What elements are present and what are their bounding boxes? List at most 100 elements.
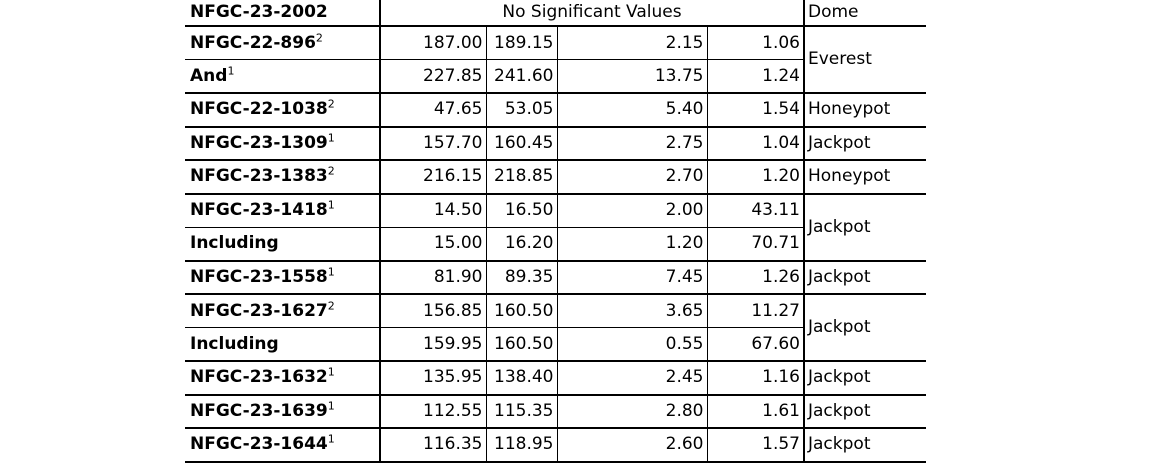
depth-to: 138.40 [486,361,558,396]
table-row: NFGC-23-16391 112.55 115.35 2.80 1.61 Ja… [185,394,926,429]
dome: Jackpot [804,361,926,396]
table-row: NFGC-23-16321 135.95 138.40 2.45 1.16 Ja… [185,361,926,396]
hole-id: NFGC-22-10382 [185,93,381,128]
hole-id: And1 [185,59,381,94]
hole-id: NFGC-23-13091 [185,126,381,161]
depth-to: 160.50 [486,327,558,362]
hole-id-text: NFGC-22-1038 [190,99,328,120]
dome: Jackpot [804,394,926,429]
grade: 1.04 [707,126,805,161]
depth-to: 241.60 [486,59,558,94]
depth-to: 218.85 [486,160,558,195]
dome: Honeypot [804,93,926,128]
footnote-superscript: 2 [315,31,323,44]
depth-from: 156.85 [380,294,487,328]
depth-to: 160.50 [486,294,558,328]
grade: 67.60 [707,327,805,362]
depth-from: 159.95 [380,327,487,362]
interval: 2.00 [557,193,708,228]
hole-id-text: NFGC-23-1418 [190,200,328,221]
footnote-superscript: 1 [327,365,335,379]
interval: 2.60 [557,428,708,463]
depth-to: 160.45 [486,126,558,161]
hole-id: NFGC-23-15581 [185,260,381,295]
table-row: NFGC-23-13091 157.70 160.45 2.75 1.04 Ja… [185,126,926,161]
no-significant-values-cell: No Significant Values [380,0,805,27]
grade: 1.16 [707,361,805,396]
interval: 1.20 [557,227,708,262]
hole-id-text: NFGC-23-1383 [190,166,328,187]
depth-from: 216.15 [380,160,487,195]
grade: 1.20 [707,160,805,195]
table-row: NFGC-23-13832 216.15 218.85 2.70 1.20 Ho… [185,160,926,195]
interval: 2.70 [557,160,708,195]
hole-id-text: And [190,65,228,86]
dome: Jackpot [804,294,926,362]
footnote-superscript: 1 [327,131,335,145]
depth-to: 118.95 [486,428,558,463]
dome: Everest [804,26,926,94]
dome: Jackpot [804,126,926,161]
interval: 7.45 [557,260,708,295]
depth-to: 189.15 [486,26,558,60]
table-row: NFGC-23-2002 No Significant Values Dome [185,0,926,27]
hole-id: Including [185,327,381,362]
drill-results-table: NFGC-23-2002 No Significant Values Dome … [185,0,926,463]
table-row: Including 15.00 16.20 1.20 70.71 [185,227,926,262]
hole-id: NFGC-23-16321 [185,361,381,396]
interval: 5.40 [557,93,708,128]
depth-to: 115.35 [486,394,558,429]
hole-id: NFGC-23-13832 [185,160,381,195]
hole-id: NFGC-23-16441 [185,428,381,463]
grade: 1.61 [707,394,805,429]
footnote-superscript: 2 [327,97,335,111]
interval: 2.15 [557,26,708,60]
depth-to: 53.05 [486,93,558,128]
depth-to: 89.35 [486,260,558,295]
hole-id-text: NFGC-23-1309 [190,132,328,153]
footnote-superscript: 1 [327,399,335,413]
dome-column-header: Dome [804,0,926,27]
table-row: And1 227.85 241.60 13.75 1.24 [185,59,926,94]
footnote-superscript: 1 [327,198,335,212]
depth-from: 81.90 [380,260,487,295]
interval: 2.45 [557,361,708,396]
dome: Jackpot [804,428,926,463]
grade: 70.71 [707,227,805,262]
hole-id-text: NFGC-23-1639 [190,400,328,421]
hole-id-text: NFGC-23-1558 [190,266,328,287]
dome: Honeypot [804,160,926,195]
footnote-superscript: 1 [327,432,335,446]
depth-from: 135.95 [380,361,487,396]
hole-id-text: Including [190,333,279,354]
table-row: NFGC-22-8962 187.00 189.15 2.15 1.06 Eve… [185,26,926,94]
hole-id: Including [185,227,381,262]
depth-from: 15.00 [380,227,487,262]
depth-from: 47.65 [380,93,487,128]
depth-to: 16.50 [486,193,558,228]
hole-id: NFGC-23-14181 [185,193,381,228]
dome: Jackpot [804,193,926,262]
grade: 11.27 [707,294,805,328]
table-row: NFGC-22-10382 47.65 53.05 5.40 1.54 Hone… [185,93,926,128]
interval: 13.75 [557,59,708,94]
hole-id: NFGC-23-16272 [185,294,381,328]
depth-from: 14.50 [380,193,487,228]
depth-from: 187.00 [380,26,487,60]
hole-id: NFGC-23-16391 [185,394,381,429]
interval: 3.65 [557,294,708,328]
hole-id: NFGC-23-2002 [185,0,381,27]
depth-from: 227.85 [380,59,487,94]
interval: 2.75 [557,126,708,161]
hole-id-text: NFGC-23-1632 [190,367,328,388]
grade: 1.06 [707,26,805,60]
footnote-superscript: 1 [227,64,235,77]
grade: 1.26 [707,260,805,295]
depth-from: 116.35 [380,428,487,463]
depth-from: 112.55 [380,394,487,429]
table-row: NFGC-23-16441 116.35 118.95 2.60 1.57 Ja… [185,428,926,463]
table-row: NFGC-23-16272 156.85 160.50 3.65 11.27 J… [185,294,926,362]
dome: Jackpot [804,260,926,295]
grade: 43.11 [707,193,805,228]
